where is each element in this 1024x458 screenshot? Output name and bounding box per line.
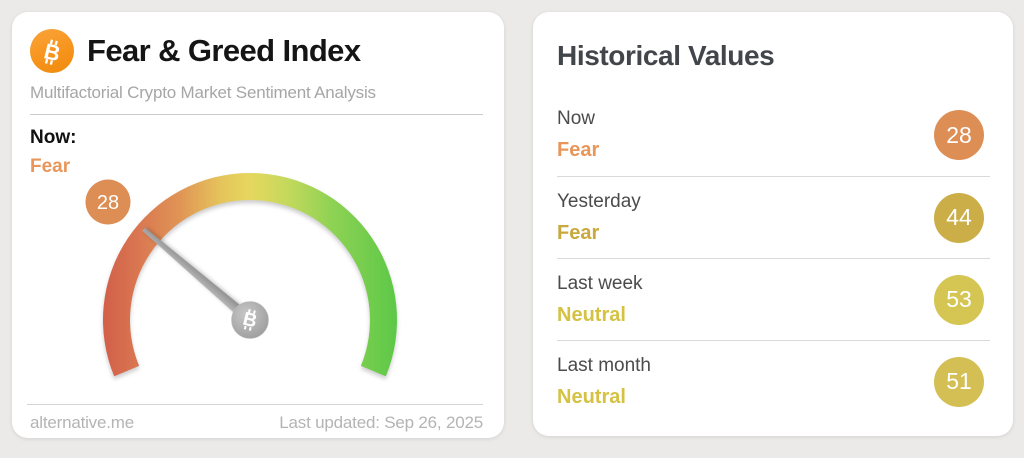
- row-classification: Fear: [557, 139, 600, 161]
- subtitle: Multifactorial Crypto Market Sentiment A…: [30, 83, 376, 102]
- value-badge: 28: [934, 110, 984, 160]
- gauge-value-badge: 28: [85, 179, 131, 225]
- row-label: Now: [557, 108, 596, 129]
- gauge-arc: [102, 172, 398, 377]
- gauge-card-footer: alternative.me Last updated: Sep 26, 202…: [30, 413, 483, 433]
- row-label: Yesterday: [557, 190, 641, 212]
- header-divider: [30, 114, 483, 115]
- row-classification: Neutral: [557, 303, 626, 326]
- row-label: Last week: [557, 272, 643, 294]
- history-row-last-week: Last week Neutral 53: [557, 258, 990, 340]
- now-label: Now:: [30, 127, 77, 148]
- historical-values-card: Historical Values Now Fear 28 Yesterday …: [533, 12, 1013, 436]
- history-row-now: Now Fear 28: [557, 94, 990, 176]
- gauge-needle: [142, 227, 259, 329]
- svg-text:28: 28: [97, 192, 119, 214]
- bitcoin-symbol: B: [41, 38, 62, 66]
- history-row-last-month: Last month Neutral 51: [557, 340, 990, 422]
- footer-divider: [27, 404, 483, 405]
- value-badge: 44: [934, 192, 984, 243]
- bitcoin-icon: B: [30, 29, 74, 73]
- last-updated-text: Last updated: Sep 26, 2025: [279, 413, 483, 432]
- value-badge: 53: [934, 274, 984, 325]
- page-title: Fear & Greed Index: [87, 33, 361, 68]
- gauge-card-header: B Fear & Greed Index: [30, 28, 483, 74]
- now-classification: Fear: [30, 156, 71, 177]
- gauge-hub-bitcoin-icon: B: [231, 301, 269, 339]
- historical-values-title: Historical Values: [557, 40, 775, 71]
- row-classification: Neutral: [557, 385, 626, 408]
- row-label: Last month: [557, 354, 651, 376]
- historical-rows: Now Fear 28 Yesterday Fear 44 Last week …: [557, 94, 990, 422]
- row-classification: Fear: [557, 221, 600, 244]
- history-row-yesterday: Yesterday Fear 44: [557, 176, 990, 258]
- fear-greed-card: B Fear & Greed Index Multifactorial Cryp…: [12, 12, 504, 438]
- alternative-me-link[interactable]: alternative.me: [30, 413, 134, 432]
- fear-greed-gauge: B 28: [85, 172, 398, 377]
- value-badge: 51: [934, 356, 984, 407]
